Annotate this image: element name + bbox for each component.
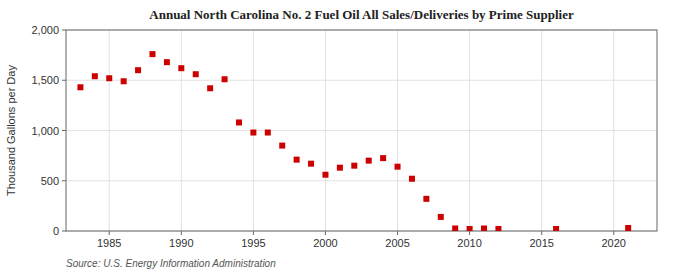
point	[149, 51, 155, 57]
point	[452, 225, 458, 231]
y-tick-label: 0	[53, 225, 59, 237]
point	[409, 176, 415, 182]
x-tick-label: 2005	[385, 237, 409, 249]
point	[135, 67, 141, 73]
point	[495, 226, 501, 231]
point	[351, 163, 357, 169]
point	[467, 226, 473, 231]
point	[178, 65, 184, 71]
y-tick	[62, 231, 66, 232]
x-tick	[397, 231, 398, 235]
point	[207, 85, 213, 91]
y-grid-line	[66, 180, 657, 181]
y-tick-label: 1,500	[31, 74, 59, 86]
chart-container: 1985 1990 1995 2000 2005 2010 2015 2020 0 500 1,00…	[0, 0, 675, 275]
x-tick-label: 2000	[313, 237, 337, 249]
point	[250, 130, 256, 136]
plot-frame	[66, 30, 657, 231]
point	[294, 157, 300, 163]
point	[438, 214, 444, 220]
title: Annual North Carolina No. 2 Fuel Oil All…	[149, 7, 574, 22]
x-tick-label: 1995	[241, 237, 265, 249]
x-tick-label: 1985	[97, 237, 121, 249]
x-tick-label: 1990	[169, 237, 193, 249]
point	[322, 172, 328, 178]
plot-background	[66, 30, 657, 231]
x-tick-label: 2010	[457, 237, 481, 249]
point	[121, 78, 127, 84]
y-tick	[62, 80, 66, 81]
point	[481, 225, 487, 231]
y-grid-line	[66, 80, 657, 81]
y-tick-label: 1,000	[31, 125, 59, 137]
point	[77, 84, 83, 90]
y-tick-label: 500	[41, 175, 59, 187]
point	[308, 161, 314, 167]
y-axis-label: Thousand Gallons per Day	[5, 65, 17, 196]
x-tick-label: 2015	[529, 237, 553, 249]
x-tick	[541, 231, 542, 235]
axes: 1985 1990 1995 2000 2005 2010 2015 2020 0 500 1,00…	[31, 24, 657, 249]
point	[193, 71, 199, 77]
point	[236, 119, 242, 125]
point	[222, 76, 228, 82]
x-tick	[325, 231, 326, 235]
x-tick	[109, 231, 110, 235]
point	[265, 130, 271, 136]
chart-svg: 1985 1990 1995 2000 2005 2010 2015 2020 0 500 1,00…	[0, 0, 675, 275]
point	[395, 164, 401, 170]
x-tick-label: 2020	[602, 237, 626, 249]
point	[279, 143, 285, 149]
point	[106, 75, 112, 81]
points	[77, 51, 631, 231]
point	[380, 155, 386, 161]
x-tick	[181, 231, 182, 235]
x-tick	[613, 231, 614, 235]
point	[553, 226, 559, 231]
x-tick	[469, 231, 470, 235]
y-tick	[62, 30, 66, 31]
y-tick	[62, 180, 66, 181]
y-tick	[62, 130, 66, 131]
point	[92, 73, 98, 79]
y-grid-line	[66, 130, 657, 131]
y-tick-label: 2,000	[31, 24, 59, 36]
source-annotation: Source: U.S. Energy Information Administ…	[66, 258, 276, 269]
point	[423, 196, 429, 202]
grid	[66, 30, 657, 231]
point	[164, 59, 170, 65]
point	[625, 225, 631, 231]
x-tick	[253, 231, 254, 235]
point	[337, 165, 343, 171]
point	[366, 158, 372, 164]
